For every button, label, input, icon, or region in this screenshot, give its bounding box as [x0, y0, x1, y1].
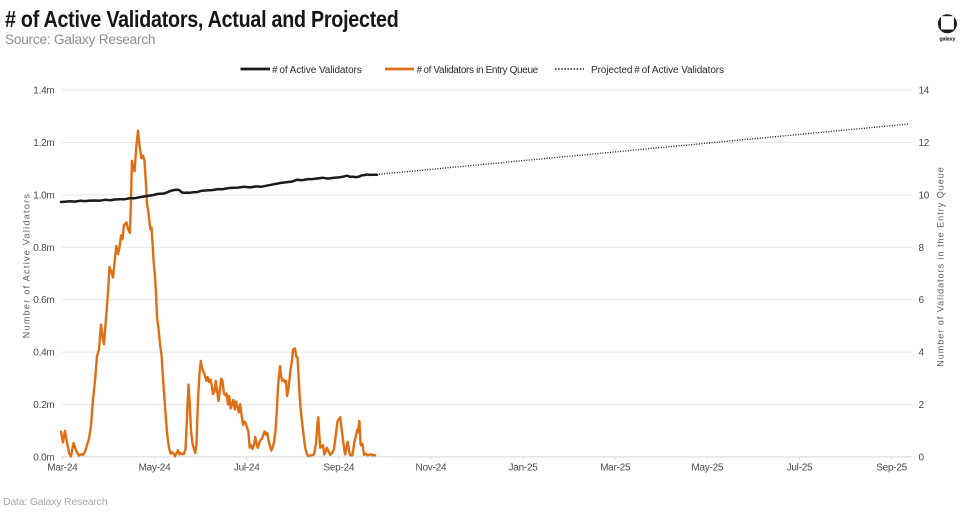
svg-text:May-24: May-24	[139, 463, 172, 474]
svg-text:Number of Active Validators: Number of Active Validators	[22, 193, 32, 338]
svg-text:0.8m: 0.8m	[33, 243, 54, 254]
svg-text:Mar-24: Mar-24	[47, 463, 78, 474]
svg-text:0.0m: 0.0m	[33, 452, 54, 463]
svg-text:14: 14	[919, 86, 930, 97]
svg-text:Sep-24: Sep-24	[323, 463, 354, 474]
svg-text:# of Active Validators: # of Active Validators	[272, 65, 362, 76]
svg-text:6: 6	[919, 295, 925, 306]
svg-text:Mar-25: Mar-25	[600, 463, 631, 474]
svg-text:0.6m: 0.6m	[33, 295, 54, 306]
svg-text:Jan-25: Jan-25	[509, 463, 539, 474]
svg-text:0.2m: 0.2m	[33, 400, 54, 411]
svg-text:May-25: May-25	[691, 463, 724, 474]
svg-text:4: 4	[919, 348, 925, 359]
svg-text:1.2m: 1.2m	[33, 138, 54, 149]
svg-text:galaxy: galaxy	[939, 37, 956, 43]
svg-text:Jul-24: Jul-24	[234, 463, 260, 474]
svg-text:1.4m: 1.4m	[33, 86, 54, 97]
svg-text:0.4m: 0.4m	[33, 348, 54, 359]
svg-text:10: 10	[919, 190, 930, 201]
svg-text:# of Validators in Entry Queue: # of Validators in Entry Queue	[417, 65, 539, 76]
svg-text:Nov-24: Nov-24	[416, 463, 447, 474]
svg-text:8: 8	[919, 243, 925, 254]
svg-text:12: 12	[919, 138, 930, 149]
svg-text:Projected # of Active Validato: Projected # of Active Validators	[591, 65, 724, 76]
svg-text:Sep-25: Sep-25	[876, 463, 907, 474]
svg-text:Number of Validators in the En: Number of Validators in the Entry Queue	[936, 166, 946, 366]
svg-text:2: 2	[919, 400, 925, 411]
svg-text:1.0m: 1.0m	[33, 190, 54, 201]
svg-text:0: 0	[919, 452, 925, 463]
svg-text:Jul-25: Jul-25	[787, 463, 813, 474]
